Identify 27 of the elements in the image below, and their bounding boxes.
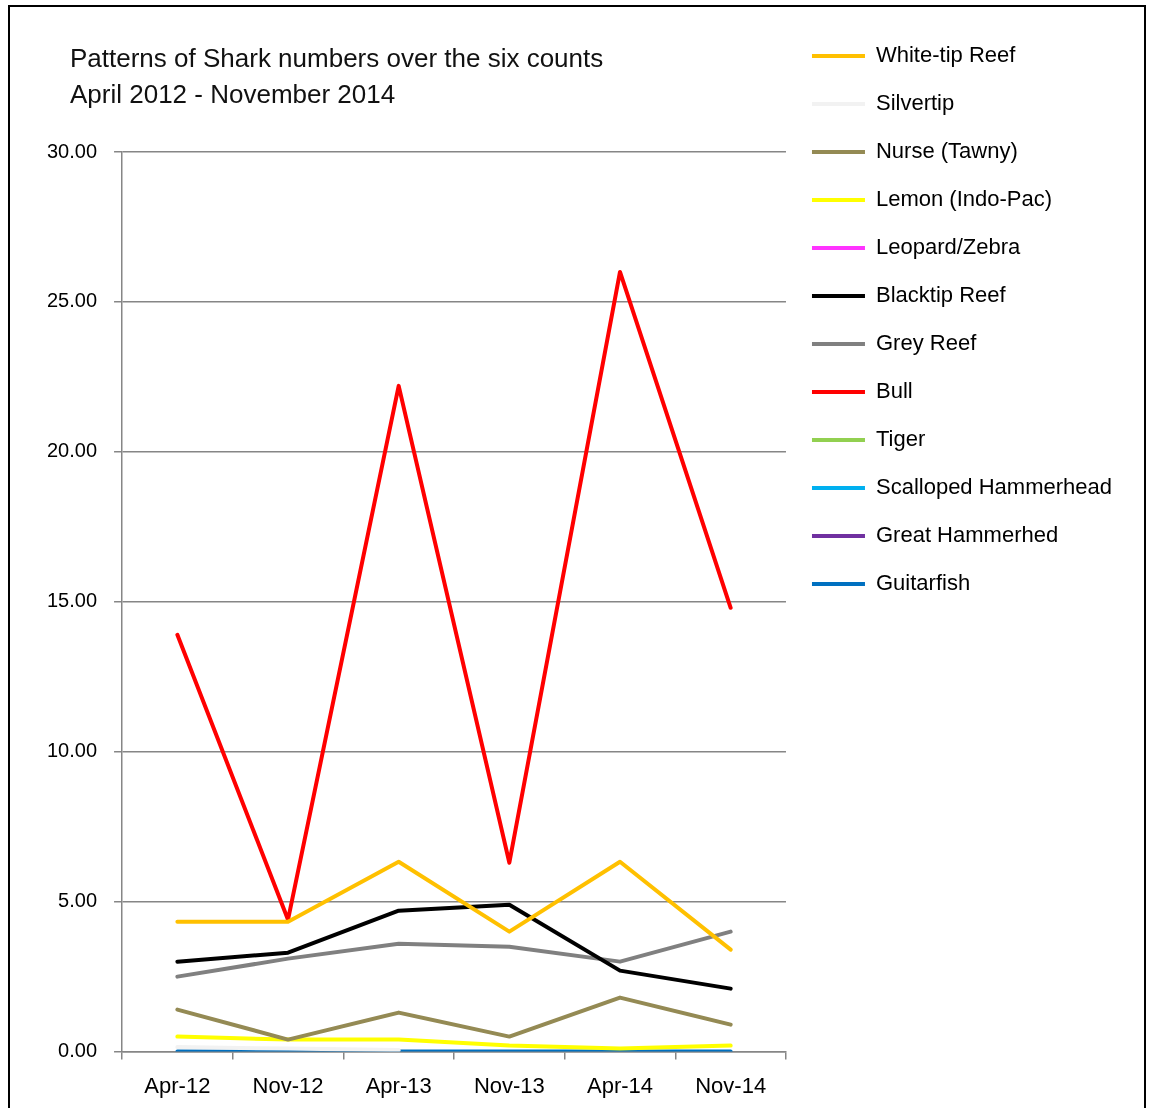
legend-label: Nurse (Tawny) — [875, 138, 1018, 164]
x-tick-label: Nov-12 — [252, 1072, 324, 1098]
y-tick-label: 5.00 — [58, 889, 98, 912]
x-tick-label: Apr-12 — [144, 1072, 211, 1098]
legend-label: White-tip Reef — [875, 42, 1017, 68]
y-tick-label: 10.00 — [46, 739, 98, 762]
x-tick-label: Nov-14 — [695, 1072, 767, 1098]
legend-label: Scalloped Hammerhead — [875, 474, 1113, 500]
y-tick-label: 20.00 — [46, 439, 98, 462]
y-tick-label: 25.00 — [46, 289, 98, 312]
legend-label: Lemon (Indo-Pac) — [875, 186, 1053, 212]
x-tick-label: Apr-13 — [365, 1072, 432, 1098]
y-tick-label: 0.00 — [58, 1039, 98, 1062]
legend-label: Great Hammerhed — [875, 522, 1059, 548]
legend-label: Guitarfish — [875, 570, 971, 596]
y-tick-label: 15.00 — [46, 589, 98, 612]
x-tick-label: Apr-14 — [586, 1072, 654, 1098]
legend-label: Silvertip — [875, 90, 955, 116]
legend-label: Blacktip Reef — [875, 282, 1007, 308]
legend-label: Grey Reef — [875, 330, 978, 356]
y-tick-label: 30.00 — [46, 139, 98, 162]
legend-label: Leopard/Zebra — [875, 234, 1022, 260]
chart-subtitle: April 2012 - November 2014 — [70, 79, 396, 109]
legend-label: Tiger — [875, 426, 926, 452]
x-tick-label: Nov-13 — [473, 1072, 545, 1098]
chart-title: Patterns of Shark numbers over the six counts — [70, 43, 604, 73]
legend-label: Bull — [875, 378, 913, 404]
